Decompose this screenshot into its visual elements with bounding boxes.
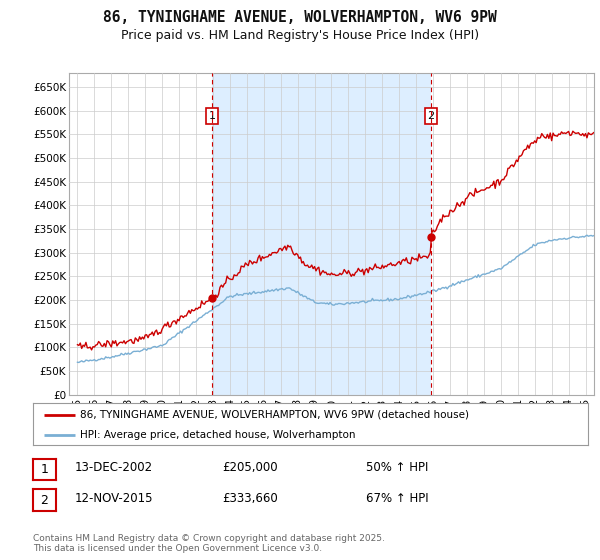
Text: 86, TYNINGHAME AVENUE, WOLVERHAMPTON, WV6 9PW (detached house): 86, TYNINGHAME AVENUE, WOLVERHAMPTON, WV… bbox=[80, 410, 469, 420]
Text: 86, TYNINGHAME AVENUE, WOLVERHAMPTON, WV6 9PW: 86, TYNINGHAME AVENUE, WOLVERHAMPTON, WV… bbox=[103, 10, 497, 25]
Text: 1: 1 bbox=[40, 463, 49, 476]
Text: Price paid vs. HM Land Registry's House Price Index (HPI): Price paid vs. HM Land Registry's House … bbox=[121, 29, 479, 42]
Text: £333,660: £333,660 bbox=[222, 492, 278, 505]
Text: 67% ↑ HPI: 67% ↑ HPI bbox=[366, 492, 428, 505]
Text: 50% ↑ HPI: 50% ↑ HPI bbox=[366, 461, 428, 474]
Text: 13-DEC-2002: 13-DEC-2002 bbox=[75, 461, 153, 474]
Text: 2: 2 bbox=[40, 493, 49, 507]
Text: 2: 2 bbox=[427, 111, 434, 122]
Text: 1: 1 bbox=[209, 111, 215, 122]
Text: 12-NOV-2015: 12-NOV-2015 bbox=[75, 492, 154, 505]
Text: HPI: Average price, detached house, Wolverhampton: HPI: Average price, detached house, Wolv… bbox=[80, 430, 356, 440]
Text: £205,000: £205,000 bbox=[222, 461, 278, 474]
Text: Contains HM Land Registry data © Crown copyright and database right 2025.
This d: Contains HM Land Registry data © Crown c… bbox=[33, 534, 385, 553]
Bar bbox=[212, 73, 431, 395]
